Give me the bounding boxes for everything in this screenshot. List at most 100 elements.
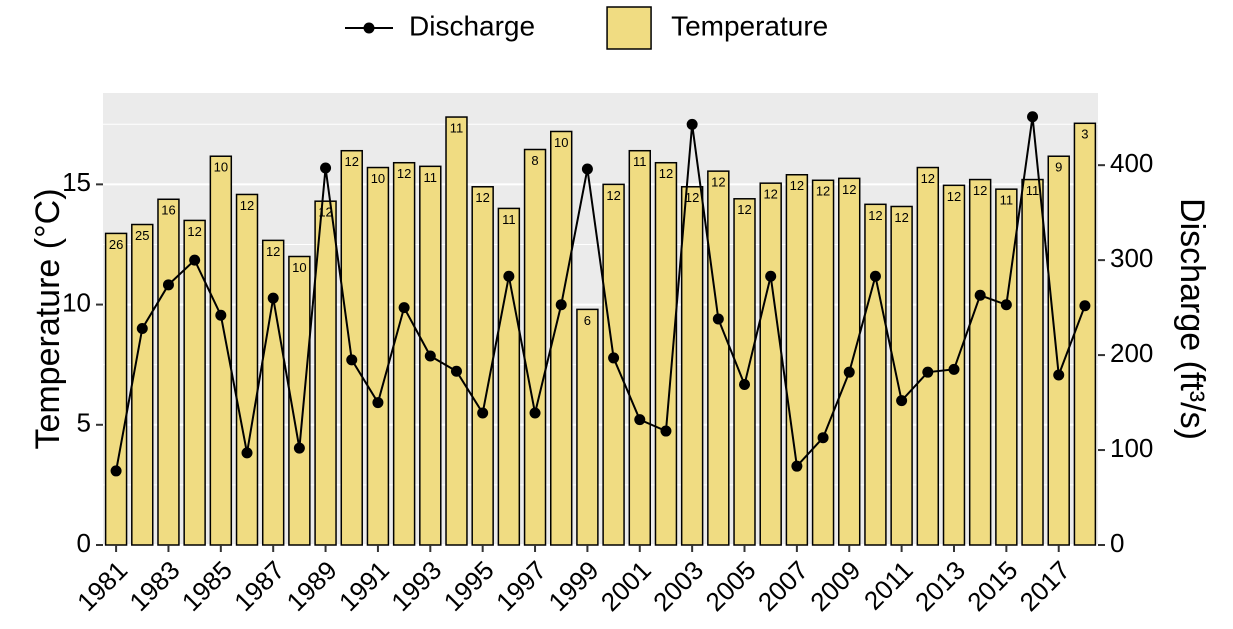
bar bbox=[1073, 122, 1097, 546]
point bbox=[634, 414, 646, 426]
y2-axis-title: Discharge (ft³/s) bbox=[1173, 198, 1211, 440]
y2-tick-label: 0 bbox=[1110, 528, 1124, 558]
bar-count-label: 25 bbox=[135, 228, 149, 243]
point bbox=[450, 365, 462, 377]
x-tick-label: 1999 bbox=[542, 555, 604, 617]
bar bbox=[733, 198, 756, 546]
point bbox=[896, 395, 908, 407]
x-tick-label: 2013 bbox=[909, 555, 971, 617]
bar bbox=[445, 116, 468, 546]
x-tick-label: 1993 bbox=[385, 555, 447, 617]
bar bbox=[288, 255, 311, 546]
point bbox=[948, 363, 960, 375]
x-tick-label: 1989 bbox=[281, 555, 343, 617]
legend-swatch bbox=[606, 6, 652, 50]
bar-count-label: 12 bbox=[397, 166, 411, 181]
bar-count-label: 12 bbox=[606, 188, 620, 203]
x-tick-label: 1997 bbox=[490, 555, 552, 617]
bar-count-label: 12 bbox=[894, 210, 908, 225]
y-tick-label: 0 bbox=[77, 528, 91, 558]
bar-count-label: 26 bbox=[109, 237, 123, 252]
y2-tick-label: 300 bbox=[1110, 243, 1153, 273]
point bbox=[974, 289, 986, 301]
bar-count-label: 12 bbox=[187, 224, 201, 239]
x-tick-label: 2001 bbox=[595, 555, 657, 617]
bar-count-label: 12 bbox=[711, 175, 725, 190]
x-tick-label: 1991 bbox=[333, 555, 395, 617]
bar bbox=[1047, 155, 1070, 546]
bar bbox=[654, 161, 678, 546]
y-tick-label: 15 bbox=[62, 167, 91, 197]
bar bbox=[576, 308, 599, 546]
bar-count-label: 12 bbox=[790, 178, 804, 193]
y2-tick-label: 400 bbox=[1110, 148, 1153, 178]
bar-count-label: 3 bbox=[1081, 127, 1088, 142]
bar bbox=[707, 170, 730, 546]
y-axis-title: Temperature (°C) bbox=[29, 188, 67, 449]
point bbox=[739, 379, 751, 391]
bar-count-label: 6 bbox=[584, 313, 591, 328]
point bbox=[843, 366, 855, 378]
bar bbox=[916, 166, 940, 546]
y-tick-label: 5 bbox=[77, 408, 91, 438]
bar bbox=[602, 183, 625, 546]
point bbox=[293, 442, 305, 454]
point bbox=[712, 313, 724, 325]
bar-count-label: 10 bbox=[371, 171, 385, 186]
x-tick-label: 2005 bbox=[700, 555, 762, 617]
point bbox=[1000, 299, 1012, 311]
bar-count-label: 12 bbox=[842, 182, 856, 197]
bar bbox=[104, 232, 128, 546]
bar bbox=[157, 198, 180, 546]
point bbox=[686, 118, 698, 130]
x-tick-label: 2007 bbox=[752, 555, 814, 617]
bar-count-label: 8 bbox=[531, 153, 538, 168]
bar bbox=[340, 149, 363, 546]
legend-label: Temperature bbox=[671, 10, 828, 41]
point bbox=[922, 366, 934, 378]
bar bbox=[235, 193, 259, 546]
point bbox=[110, 465, 122, 477]
point bbox=[346, 354, 358, 366]
point bbox=[1053, 369, 1065, 381]
legend-point bbox=[363, 22, 375, 34]
bar-count-label: 11 bbox=[502, 212, 516, 227]
bar-count-label: 10 bbox=[292, 260, 306, 275]
point bbox=[529, 407, 541, 419]
bar bbox=[471, 186, 494, 546]
bar bbox=[523, 148, 547, 546]
bar-count-label: 12 bbox=[266, 244, 280, 259]
legend-label: Discharge bbox=[409, 10, 535, 41]
point bbox=[1027, 111, 1039, 123]
y2-tick-label: 200 bbox=[1110, 338, 1153, 368]
x-tick-label: 1981 bbox=[71, 555, 133, 617]
bar bbox=[1021, 178, 1044, 546]
point bbox=[372, 397, 384, 409]
bar-count-label: 12 bbox=[921, 171, 935, 186]
point bbox=[424, 350, 436, 362]
bar-count-label: 12 bbox=[737, 202, 751, 217]
bar bbox=[392, 161, 416, 546]
x-tick-label: 2011 bbox=[858, 555, 919, 616]
point bbox=[189, 254, 201, 266]
bar-count-label: 11 bbox=[1026, 183, 1040, 198]
bar bbox=[864, 203, 887, 546]
bar-count-label: 12 bbox=[475, 190, 489, 205]
bar bbox=[680, 186, 704, 546]
bar-count-label: 12 bbox=[763, 187, 777, 202]
bar bbox=[838, 177, 861, 546]
point bbox=[477, 407, 489, 419]
point bbox=[791, 460, 803, 472]
point bbox=[215, 309, 227, 321]
bar-count-label: 12 bbox=[685, 190, 699, 205]
point bbox=[869, 270, 881, 282]
bar-count-label: 12 bbox=[868, 208, 882, 223]
point bbox=[581, 163, 593, 175]
point bbox=[162, 279, 174, 291]
bar bbox=[811, 179, 835, 546]
bar-count-label: 12 bbox=[816, 184, 830, 199]
line bbox=[115, 116, 1086, 472]
bar-count-label: 12 bbox=[345, 154, 359, 169]
